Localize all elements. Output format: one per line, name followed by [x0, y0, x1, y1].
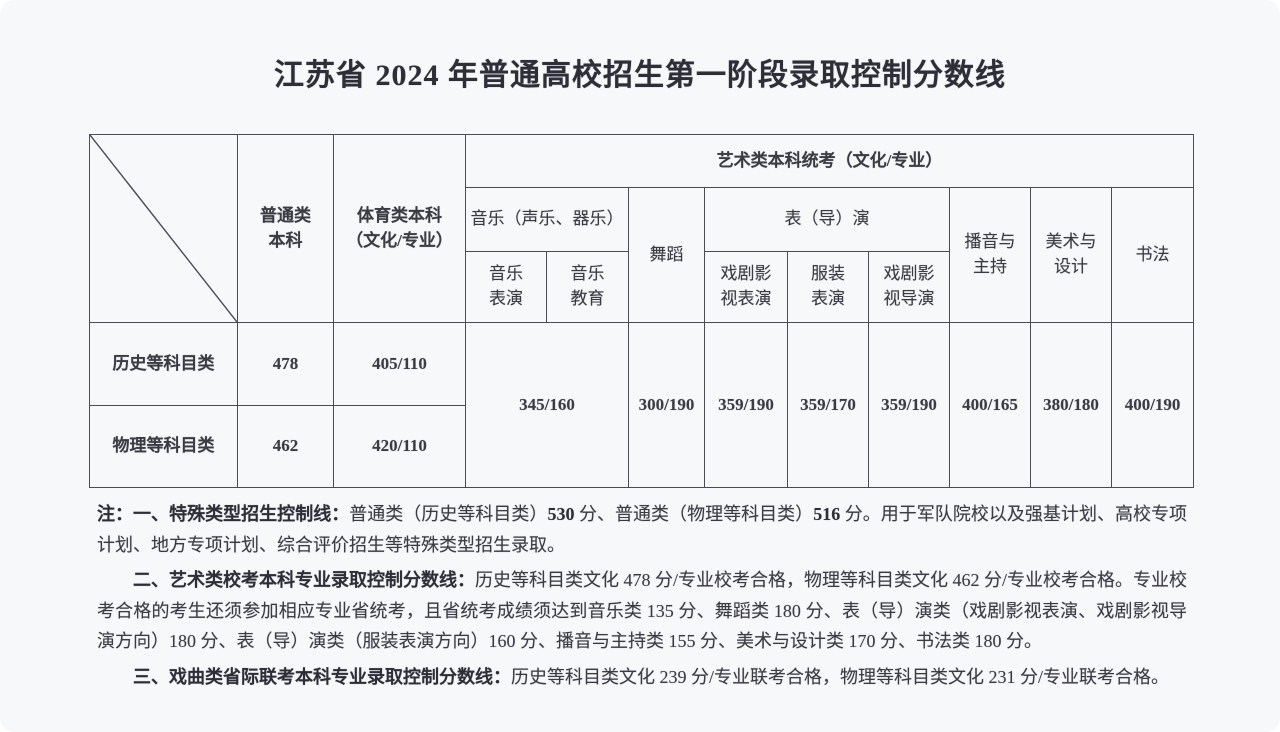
score-fine-art-design: 380/180: [1030, 322, 1112, 488]
note-1-text-1: 普通类（历史等科目类）: [349, 504, 548, 524]
header-calligraphy: 书法: [1110, 187, 1195, 323]
score-history-regular: 478: [237, 322, 334, 406]
footnotes: 注：一、特殊类型招生控制线：普通类（历史等科目类）530 分、普通类（物理等科目…: [97, 499, 1187, 697]
note-2: 二、艺术类校考本科专业录取控制分数线：历史等科目类文化 478 分/专业校考合格…: [97, 565, 1187, 657]
note-1: 注：一、特殊类型招生控制线：普通类（历史等科目类）530 分、普通类（物理等科目…: [97, 499, 1187, 560]
header-fashion-performance: 服装 表演: [787, 251, 869, 323]
score-physics-sports: 420/110: [333, 405, 466, 488]
score-history-sports: 405/110: [333, 322, 466, 406]
note-1-text-3: 分。用于军队院校以及强基计划、高校专项计划、地方专项计划、综合评价招生等特殊类型…: [97, 504, 1188, 555]
header-sports-undergrad: 体育类本科 （文化/专业）: [333, 134, 466, 323]
page-title: 江苏省 2024 年普通高校招生第一阶段录取控制分数线: [274, 59, 1006, 92]
header-music-performance: 音乐 表演: [465, 251, 547, 323]
row-label-physics: 物理等科目类: [89, 405, 238, 488]
note-2-text: 历史等科目类文化 478 分/专业校考合格，物理等科目类文化 462 分/专业校…: [97, 570, 1187, 651]
note-2-lead: 二、艺术类校考本科专业录取控制分数线：: [133, 570, 475, 590]
score-table: 普通类 本科 体育类本科 （文化/专业） 艺术类本科统考（文化/专业） 音乐（声…: [89, 134, 1195, 488]
row-label-history: 历史等科目类: [89, 322, 238, 406]
table-row-history: 历史等科目类 478 405/110 345/160 300/190 359/1…: [89, 322, 1195, 488]
score-drama-film-directing: 359/190: [868, 322, 950, 488]
note-3-lead: 三、戏曲类省际联考本科专业录取控制分数线：: [133, 666, 511, 687]
header-broadcast-hosting: 播音与 主持: [949, 187, 1031, 323]
header-music-group: 音乐（声乐、器乐）: [465, 187, 629, 252]
note-1-score-530: 530: [547, 504, 575, 524]
table-row-physics: 物理等科目类 462 420/110: [89, 405, 1194, 488]
header-dance: 舞蹈: [628, 187, 705, 323]
score-calligraphy: 400/190: [1110, 322, 1195, 488]
note-3: 三、戏曲类省际联考本科专业录取控制分数线：历史等科目类文化 239 分/专业联考…: [97, 662, 1187, 693]
note-1-score-516: 516: [813, 504, 841, 524]
score-physics-regular: 462: [237, 405, 334, 488]
header-music-education: 音乐 教育: [546, 251, 629, 323]
header-acting-group: 表（导）演: [704, 187, 950, 252]
header-art-group: 艺术类本科统考（文化/专业）: [464, 134, 1195, 188]
score-broadcast-hosting: 400/165: [949, 322, 1031, 488]
corner-cell: [89, 134, 238, 323]
note-1-text-2: 分、普通类（物理等科目类）: [574, 504, 814, 524]
header-fine-art-design: 美术与 设计: [1030, 187, 1112, 323]
header-regular-undergrad: 普通类 本科: [237, 134, 334, 323]
note-3-text: 历史等科目类文化 239 分/专业联考合格，物理等科目类文化 231 分/专业联…: [511, 666, 1169, 687]
note-1-lead: 注：一、特殊类型招生控制线：: [97, 504, 350, 524]
header-drama-film-directing: 戏剧影 视导演: [868, 251, 950, 323]
score-dance: 300/190: [628, 322, 705, 488]
score-drama-film-performance: 359/190: [704, 322, 788, 488]
score-fashion-performance: 359/170: [787, 322, 869, 488]
header-drama-film-performance: 戏剧影 视表演: [704, 251, 788, 323]
score-music: 345/160: [465, 322, 629, 488]
diagonal-line: [90, 135, 237, 322]
